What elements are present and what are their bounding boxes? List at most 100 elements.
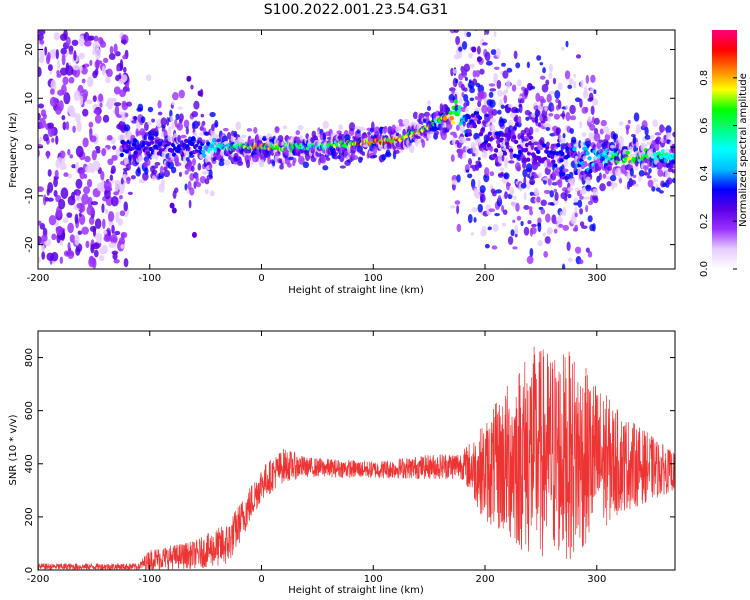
spectrum-blob bbox=[513, 50, 518, 60]
spectrum-blob bbox=[463, 94, 469, 102]
noise-blob bbox=[108, 53, 116, 61]
spectrum-blob bbox=[501, 205, 505, 212]
noise-blob bbox=[42, 113, 48, 120]
spectrum-blob bbox=[450, 154, 455, 163]
spectrum-blob bbox=[474, 107, 481, 112]
spectrum-blob bbox=[487, 226, 492, 231]
spectrum-blob bbox=[670, 159, 675, 164]
noise-blob bbox=[60, 187, 69, 199]
spectrum-blob bbox=[208, 169, 213, 178]
spectrum-blob bbox=[474, 148, 479, 157]
spectrum-blob bbox=[493, 66, 500, 70]
spectrum-blob bbox=[469, 63, 475, 69]
noise-blob bbox=[44, 46, 48, 56]
spectrum-blob bbox=[567, 187, 574, 192]
noise-blob bbox=[71, 39, 79, 46]
spectrum-blob bbox=[618, 121, 624, 126]
noise-blob bbox=[62, 217, 69, 224]
noise-blob bbox=[120, 74, 128, 83]
spectrum-blob bbox=[464, 76, 468, 81]
noise-blob bbox=[59, 256, 64, 264]
noise-blob bbox=[92, 41, 100, 52]
x-tick-label: 100 bbox=[364, 574, 383, 585]
ridge-mark bbox=[625, 150, 630, 155]
spectrum-blob bbox=[322, 165, 329, 171]
spectrum-blob bbox=[537, 161, 541, 167]
noise-blob bbox=[123, 201, 129, 212]
spectrum-blob bbox=[151, 169, 158, 175]
noise-blob bbox=[68, 45, 74, 53]
ridge-mark bbox=[198, 145, 203, 150]
noise-blob bbox=[125, 82, 130, 88]
noise-blob bbox=[103, 235, 112, 242]
noise-blob bbox=[89, 59, 93, 66]
spectrum-blob bbox=[504, 191, 508, 200]
spectrum-blob bbox=[262, 135, 267, 142]
spectrum-blob bbox=[481, 42, 488, 46]
spectrum-blob bbox=[322, 120, 329, 130]
spectrum-blob bbox=[159, 165, 164, 175]
colorbar-label: Normalized spectral amplitude bbox=[738, 73, 749, 227]
spectrum-blob bbox=[462, 152, 467, 159]
ridge-mark bbox=[492, 153, 498, 158]
y-tick-label: 800 bbox=[24, 348, 35, 367]
spectrum-blob bbox=[484, 51, 491, 62]
spectrum-blob bbox=[184, 170, 189, 175]
spectrum-blob bbox=[647, 179, 654, 188]
spectrum-blob bbox=[604, 133, 611, 141]
spectrum-blob bbox=[497, 151, 504, 157]
spectrum-blob bbox=[209, 111, 216, 118]
noise-blob bbox=[48, 215, 57, 226]
spectrum-blob bbox=[222, 127, 229, 132]
spectrum-blob bbox=[455, 124, 460, 131]
spectrum-blob bbox=[137, 103, 144, 112]
spectrum-blob bbox=[216, 138, 221, 143]
noise-blob bbox=[78, 35, 85, 47]
spectrum-blob bbox=[197, 137, 203, 143]
spectrum-blob bbox=[449, 87, 456, 92]
snr-xlabel: Height of straight line (km) bbox=[288, 585, 424, 596]
noise-blob bbox=[89, 35, 95, 41]
spectrum-blob bbox=[190, 84, 194, 90]
spectrum-blob bbox=[529, 209, 534, 216]
ridge-mark bbox=[477, 115, 483, 121]
noise-blob bbox=[108, 242, 117, 248]
spectrum-blob bbox=[574, 97, 581, 103]
spectrum-blob bbox=[593, 89, 597, 95]
noise-blob bbox=[83, 40, 92, 47]
spectrum-blob bbox=[481, 225, 487, 235]
noise-blob bbox=[79, 95, 84, 106]
chart-title: S100.2022.001.23.54.G31 bbox=[264, 2, 449, 18]
spectrum-blob bbox=[451, 0, 454, 2]
spectrum-blob bbox=[596, 141, 602, 150]
spectrum-blob bbox=[218, 161, 225, 167]
spectrum-blob bbox=[514, 233, 518, 238]
spectrum-blob bbox=[585, 74, 589, 84]
spectrum-blob bbox=[547, 227, 553, 234]
spectrum-blob bbox=[463, 87, 468, 92]
spectrum-blob bbox=[508, 160, 515, 164]
spectrum-blob bbox=[508, 103, 513, 108]
noise-blob bbox=[73, 50, 77, 61]
noise-blob bbox=[38, 220, 42, 226]
spectrum-blob bbox=[541, 83, 549, 93]
spectrum-blob bbox=[126, 101, 133, 107]
noise-blob bbox=[106, 135, 113, 141]
spectrum-blob bbox=[544, 106, 548, 112]
spectrum-blob bbox=[271, 160, 276, 167]
noise-blob bbox=[67, 241, 71, 251]
ridge-mark bbox=[502, 151, 508, 156]
noise-blob bbox=[96, 235, 103, 244]
spectrum-blob bbox=[519, 103, 523, 114]
spectrum-blob bbox=[547, 178, 552, 186]
noise-blob bbox=[109, 174, 114, 181]
ridge-mark bbox=[504, 141, 510, 146]
spectrum-blob bbox=[654, 132, 662, 136]
noise-blob bbox=[67, 250, 75, 260]
spectrum-blob bbox=[470, 178, 476, 189]
noise-blob bbox=[71, 164, 77, 169]
spectrum-blob bbox=[297, 150, 301, 158]
spectrum-blob bbox=[473, 217, 477, 223]
spectrum-blob bbox=[177, 134, 181, 143]
noise-blob bbox=[67, 148, 71, 156]
